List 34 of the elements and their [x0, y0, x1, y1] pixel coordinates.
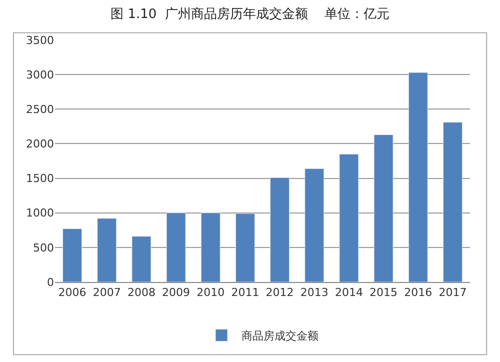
bar	[62, 228, 82, 282]
y-tick-label: 0	[47, 276, 54, 289]
bar	[408, 72, 428, 282]
y-tick-label: 2500	[26, 102, 54, 116]
y-tick-label: 500	[33, 241, 54, 254]
x-tick-label: 2012	[266, 286, 294, 300]
x-tick-label: 2011	[231, 286, 260, 300]
bar	[374, 134, 394, 282]
bar	[442, 122, 462, 282]
bar	[132, 236, 152, 282]
x-tick-label: 2015	[370, 286, 398, 300]
bar	[304, 168, 324, 282]
bar	[97, 218, 117, 282]
x-tick-label: 2009	[162, 286, 190, 300]
y-tick-label: 2000	[26, 138, 54, 151]
x-tick-label: 2010	[196, 286, 225, 300]
x-tick-label: 2017	[438, 286, 467, 300]
y-tick-label: 3000	[26, 68, 54, 82]
y-tick-label: 1000	[26, 206, 54, 220]
y-tick-label: 1500	[26, 172, 54, 186]
bar	[270, 177, 290, 282]
bar	[235, 213, 255, 282]
chart-title: 图 1.10 广州商品房历年成交金额 单位：亿元	[110, 6, 390, 22]
x-tick-label: 2008	[127, 286, 156, 300]
bar	[339, 154, 359, 282]
x-tick-label: 2007	[92, 286, 121, 300]
bar	[200, 212, 220, 282]
x-tick-label: 2013	[300, 286, 328, 300]
x-tick-label: 2016	[404, 286, 432, 300]
x-tick-label: 2006	[58, 286, 86, 300]
bar	[166, 212, 186, 282]
legend-label: 商品房成交金额	[242, 330, 318, 343]
y-tick-label: 3500	[26, 34, 54, 47]
x-tick-label: 2014	[334, 286, 363, 300]
